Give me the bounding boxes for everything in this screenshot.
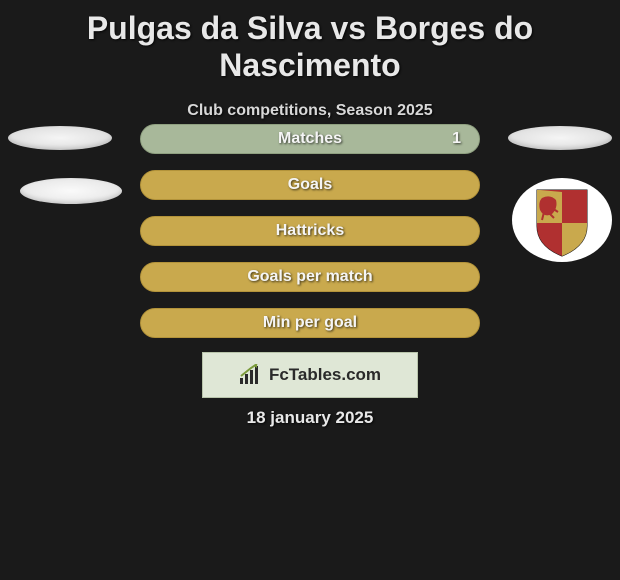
fctables-brand-text: FcTables.com [269, 365, 381, 385]
player2-slot-2 [512, 178, 612, 262]
bar-label-goals: Goals [288, 176, 332, 194]
player1-placeholder-icon [20, 178, 122, 204]
bar-goals-per-match: Goals per match [140, 262, 480, 292]
player2-placeholder-icon [508, 126, 612, 150]
player1-slot-2 [20, 178, 122, 204]
player1-placeholder-icon [8, 126, 112, 150]
player1-slot-1 [8, 126, 112, 150]
bar-label-hattricks: Hattricks [276, 222, 344, 240]
fctables-bars-icon [239, 364, 265, 386]
page-subtitle: Club competitions, Season 2025 [0, 102, 620, 120]
bar-value-matches-right: 1 [452, 130, 461, 148]
bar-label-mpg: Min per goal [263, 314, 357, 332]
page-title: Pulgas da Silva vs Borges do Nascimento [0, 0, 620, 84]
bar-goals: Goals [140, 170, 480, 200]
fctables-logo: FcTables.com [239, 364, 381, 386]
bar-label-gpm: Goals per match [247, 268, 372, 286]
club-crest-icon [512, 178, 612, 262]
bar-min-per-goal: Min per goal [140, 308, 480, 338]
player2-slot-1 [508, 126, 612, 150]
footer-date: 18 january 2025 [0, 408, 620, 428]
bar-hattricks: Hattricks [140, 216, 480, 246]
comparison-bars: Matches 1 Goals Hattricks Goals per matc… [140, 124, 480, 354]
fctables-watermark: FcTables.com [202, 352, 418, 398]
bar-matches: Matches 1 [140, 124, 480, 154]
bar-label-matches: Matches [278, 130, 342, 148]
